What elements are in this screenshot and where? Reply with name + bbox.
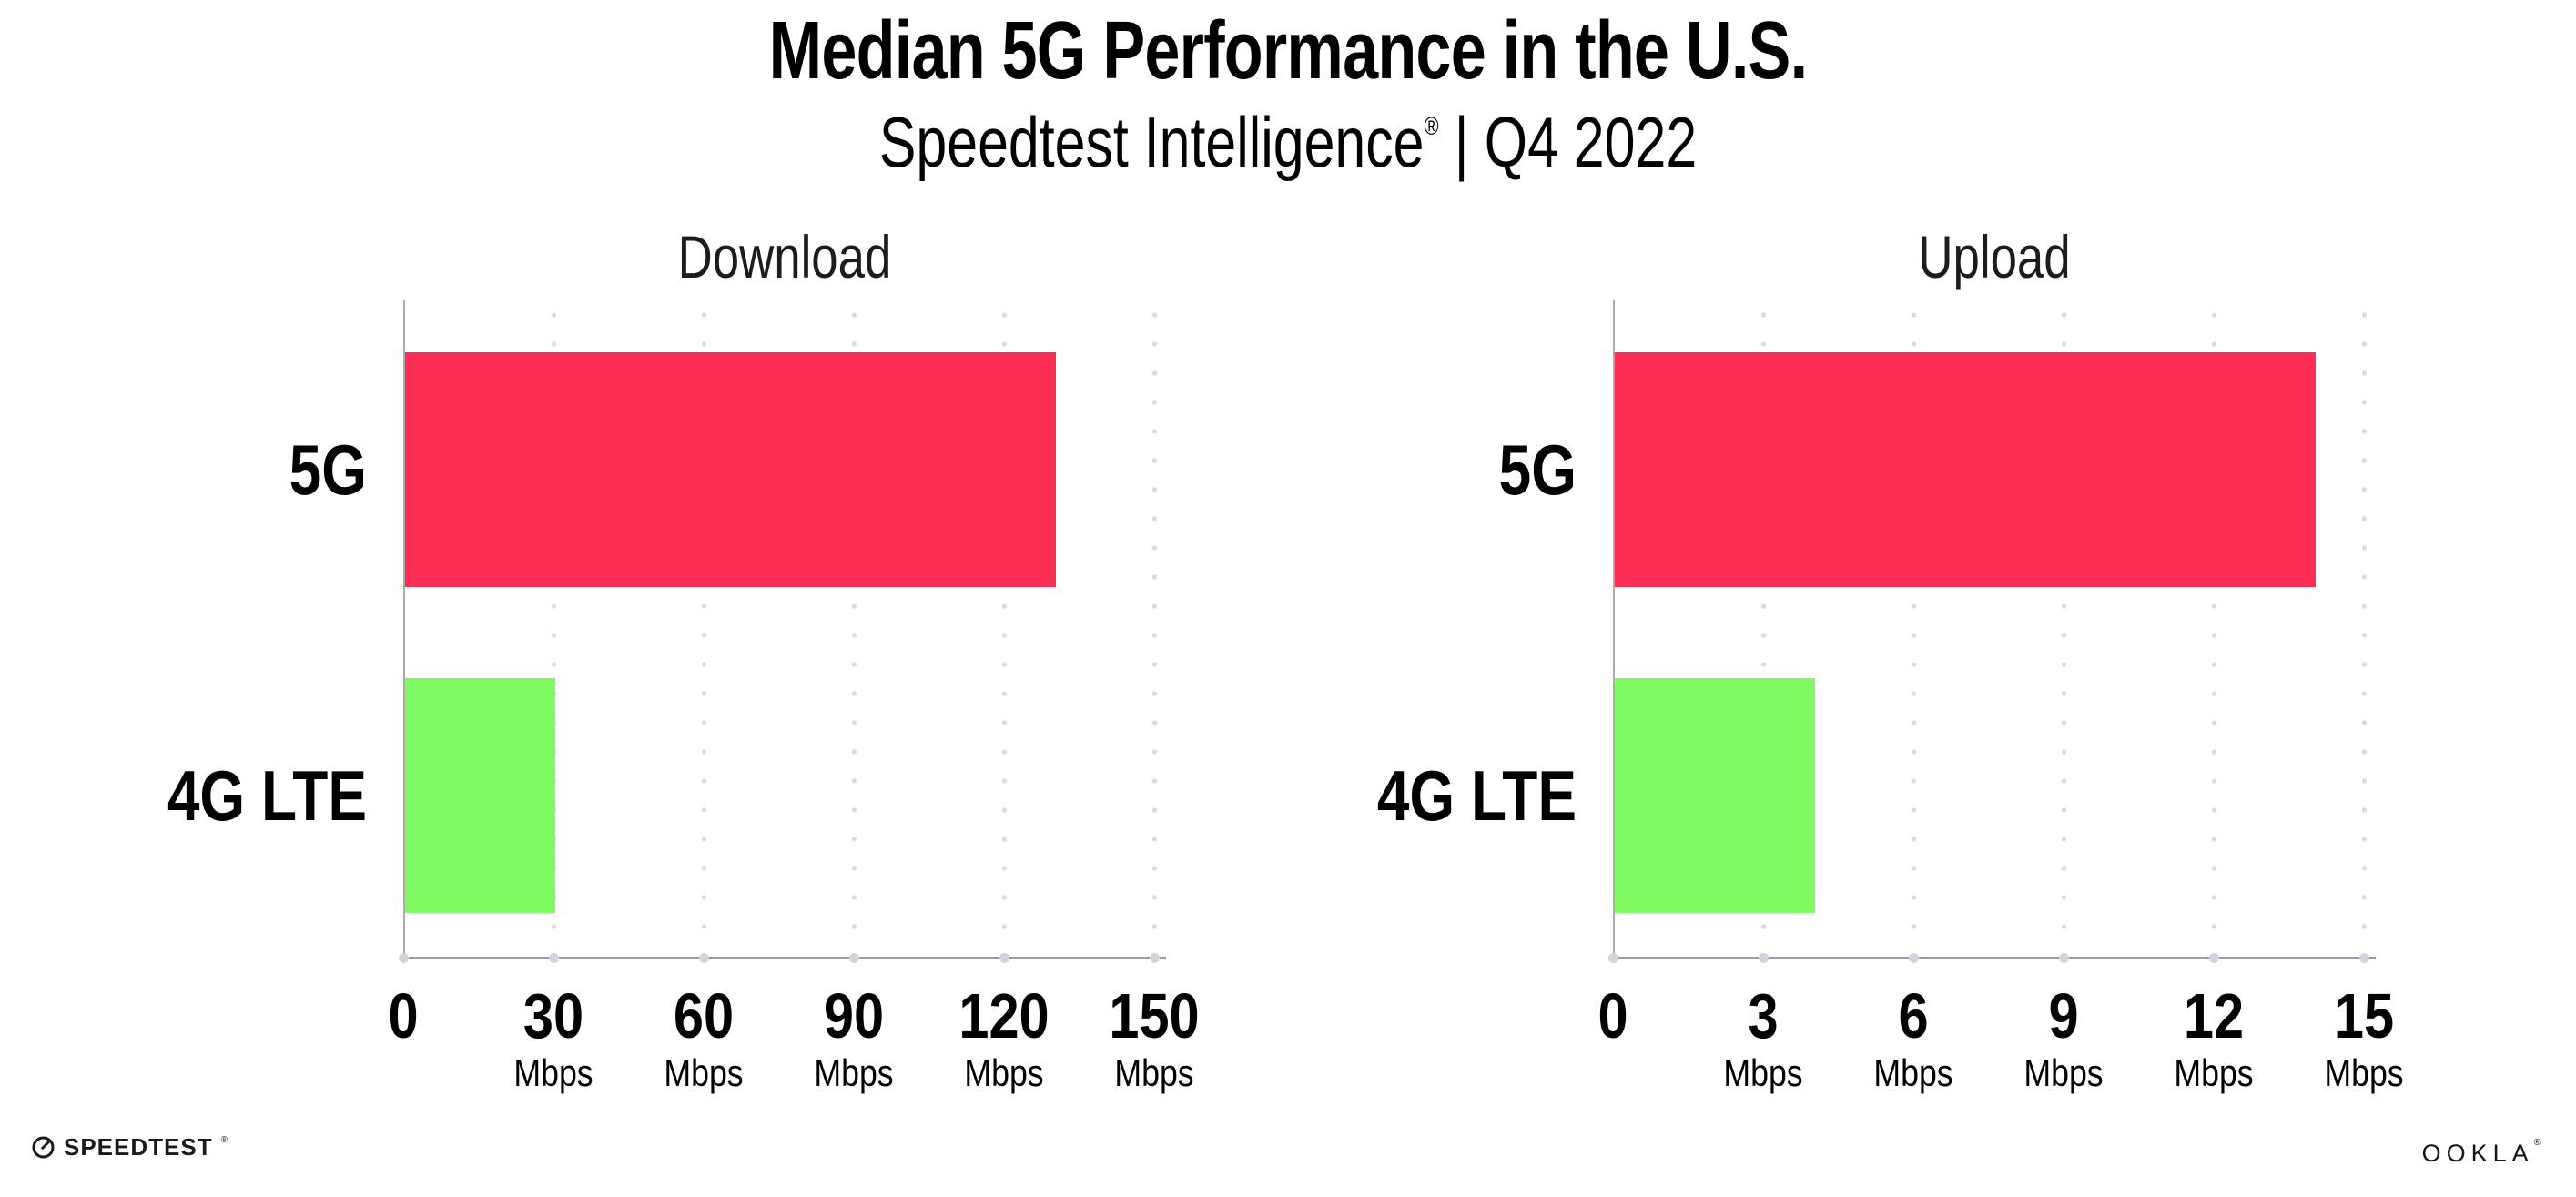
page-subtitle: Speedtest Intelligence® | Q4 2022 [283,93,2292,183]
download-tick-dot-150 [1150,953,1160,963]
download-tick-label-60: 60 Mbps [634,981,774,1094]
download-tick-dot-90 [849,953,859,963]
upload-tick-dot-3 [1759,953,1769,963]
download-tick-value-120: 120 [958,980,1050,1051]
upload-tick-label-12: 12 Mbps [2145,981,2284,1094]
upload-tick-label-15: 15 Mbps [2295,981,2434,1094]
upload-tick-label-9: 9 Mbps [1994,981,2134,1094]
download-tick-unit-150: Mbps [1114,1051,1194,1094]
download-tick-unit-90: Mbps [814,1051,894,1094]
download-tick-label-90: 90 Mbps [785,981,924,1094]
download-tick-value-0: 0 [388,980,419,1051]
download-gridline-90 [851,300,857,958]
upload-chart-title: Upload [1918,223,2071,290]
download-category-label-4g-lte: 4G LTE [167,756,367,836]
speedtest-gauge-icon [32,1136,55,1158]
upload-tick-value-0: 0 [1597,980,1628,1051]
download-tick-unit-60: Mbps [664,1051,744,1094]
download-tick-unit-120: Mbps [964,1051,1044,1094]
upload-gridline-6 [1911,300,1917,958]
download-tick-dot-0 [399,953,409,963]
download-gridline-30 [551,300,557,958]
upload-tick-value-12: 12 [2183,980,2245,1051]
download-tick-value-90: 90 [823,980,885,1051]
speedtest-wordmark: SPEEDTEST [64,1132,213,1161]
download-5g-bar [405,352,1056,587]
download-category-label-5g: 5G [289,430,367,510]
upload-tick-unit-6: Mbps [1873,1051,1953,1094]
download-tick-dot-30 [549,953,559,963]
registered-mark: ® [1424,112,1439,140]
upload-tick-value-3: 3 [1748,980,1779,1051]
upload-tick-label-6: 6 Mbps [1844,981,1983,1094]
upload-gridline-9 [2061,300,2067,958]
download-tick-dot-60 [699,953,709,963]
download-y-axis-line [403,300,405,959]
download-tick-unit-30: Mbps [513,1051,593,1094]
download-tick-value-30: 30 [522,980,584,1051]
ookla-wordmark: OOKLA [2421,1140,2534,1167]
upload-tick-unit-12: Mbps [2174,1051,2254,1094]
upload-y-axis-line [1613,300,1615,959]
download-tick-label-150: 150 Mbps [1085,981,1224,1094]
speedtest-registered-mark: ® [220,1134,228,1145]
page-title: Median 5G Performance in the U.S. [768,5,1808,96]
upload-category-label-5g: 5G [1498,430,1577,510]
download-gridline-60 [701,300,707,958]
upload-tick-unit-15: Mbps [2324,1051,2404,1094]
download-4g-lte-bar [405,678,555,913]
download-tick-label-120: 120 Mbps [935,981,1074,1094]
upload-x-axis-line [1613,957,2376,959]
upload-gridline-3 [1760,300,1767,958]
upload-tick-dot-6 [1909,953,1919,963]
upload-tick-dot-0 [1608,953,1618,963]
upload-tick-dot-12 [2209,953,2219,963]
download-tick-value-150: 150 [1109,980,1200,1051]
speedtest-logo: SPEEDTEST ® [31,1133,228,1161]
upload-tick-label-0: 0 [1544,981,1683,1050]
download-plot-area: 0 30 Mbps 60 Mbps 90 Mbps 120 Mbps 150 Mbps 5G 4G LT… [167,300,1200,1094]
subtitle-separator: | [1454,102,1469,182]
subtitle-product: Speedtest Intelligence [878,102,1425,182]
upload-4g-lte-bar [1615,678,1815,913]
download-tick-value-60: 60 [673,980,735,1051]
download-tick-dot-120 [999,953,1009,963]
upload-category-label-4g-lte: 4G LTE [1376,756,1577,836]
upload-tick-unit-9: Mbps [2023,1051,2104,1094]
upload-tick-dot-9 [2059,953,2069,963]
download-tick-label-30: 30 Mbps [484,981,624,1094]
download-gridline-150 [1151,300,1158,958]
upload-tick-unit-3: Mbps [1723,1051,1803,1094]
upload-tick-value-6: 6 [1898,980,1929,1051]
download-x-axis-line [403,957,1166,959]
download-tick-label-0: 0 [334,981,473,1050]
upload-tick-value-9: 9 [2048,980,2079,1051]
ookla-logo: OOKLA® [2421,1138,2546,1168]
upload-tick-value-15: 15 [2333,980,2395,1051]
subtitle-period: Q4 2022 [1484,102,1698,182]
upload-gridline-15 [2361,300,2368,958]
download-chart-title: Download [677,223,892,290]
upload-plot-area: 0 3 Mbps 6 Mbps 9 Mbps 12 Mbps 15 Mbps 5G 4G LTE [1377,300,2404,1094]
upload-tick-label-3: 3 Mbps [1694,981,1833,1094]
download-gridline-120 [1001,300,1008,958]
upload-5g-bar [1615,352,2316,587]
upload-gridline-12 [2211,300,2217,958]
ookla-registered-mark: ® [2533,1138,2546,1148]
upload-tick-dot-15 [2359,953,2369,963]
